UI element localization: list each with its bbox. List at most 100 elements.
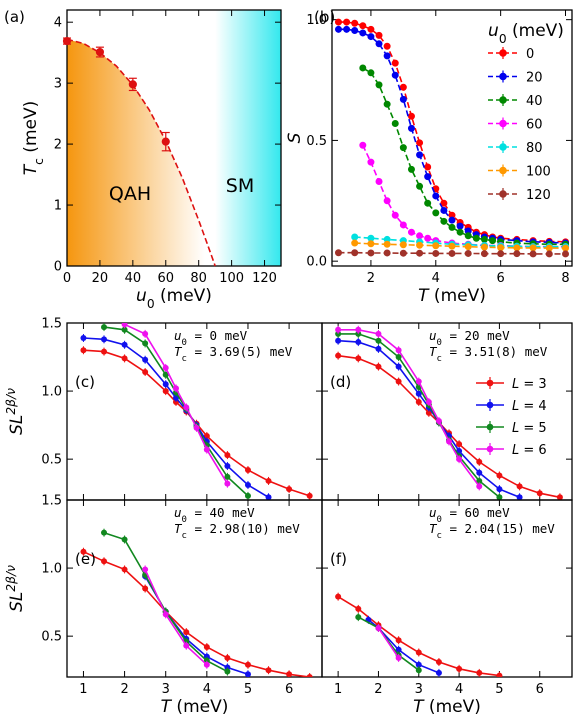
sm-label: SM (226, 175, 254, 197)
panel-b-ytick-label: 0.0 (306, 255, 327, 270)
data-point-u0-60 (399, 221, 407, 229)
data-point-L=5 (395, 354, 402, 361)
label-part: SL (7, 415, 27, 435)
label-part: c (437, 531, 442, 541)
data-point-u0-0 (383, 42, 391, 50)
data-point-L=3 (496, 472, 503, 479)
legend-marker-d (486, 445, 494, 453)
data-point-u0-40 (367, 69, 375, 77)
data-point-L=6 (446, 438, 453, 445)
legend-label-d: L = 3 (512, 377, 547, 392)
series-line-u0-40 (362, 67, 566, 246)
label-part: u (174, 505, 182, 520)
label-part: = 5 (519, 421, 546, 436)
panel-e-ytick-label: 1.5 (41, 494, 62, 509)
data-point-u0-100 (383, 240, 391, 248)
data-point-u0-20 (367, 33, 375, 41)
label-part: c (182, 531, 187, 541)
label-part: L (512, 399, 519, 414)
legend-label-b: 20 (526, 71, 543, 86)
label-part: T (21, 163, 41, 175)
legend-marker-b (499, 190, 507, 198)
label-part: 2β/ν (4, 388, 18, 415)
panel-label-a: (a) (4, 8, 25, 26)
data-point-L=4 (172, 394, 179, 401)
panel-b-ytick-label: 1.0 (306, 13, 327, 28)
data-point-u0-40 (383, 100, 391, 108)
y-axis-label-b: S (285, 132, 305, 143)
qah-boundary-mask (67, 10, 216, 266)
data-point-L=3 (536, 490, 543, 497)
data-point-u0-60 (407, 228, 415, 236)
data-point-L=3 (203, 433, 210, 440)
data-point-L=6 (456, 456, 463, 463)
fit-curve (66, 38, 216, 267)
panel-a-xtick-label: 20 (92, 271, 109, 286)
data-point-L=4 (162, 381, 169, 388)
tc-point (128, 80, 137, 89)
data-point-L=3 (355, 605, 362, 612)
panel-a-xtick-label: 60 (157, 271, 174, 286)
label-part: (meV) (171, 697, 228, 717)
legend-marker-d (486, 423, 494, 431)
data-point-L=5 (355, 614, 362, 621)
data-point-L=3 (306, 492, 313, 499)
data-point-u0-0 (391, 59, 399, 67)
data-point-u0-60 (416, 232, 424, 240)
label-part: 0 (499, 32, 507, 46)
tc-point (95, 47, 105, 57)
plot-area-e (80, 528, 313, 677)
label-part: u (429, 328, 437, 343)
data-point-L=3 (121, 566, 128, 573)
series-line-L=3 (337, 354, 561, 499)
data-point-u0-0 (343, 18, 351, 26)
data-point-L=3 (224, 654, 231, 661)
legend-marker-b (499, 96, 507, 104)
data-point-L=3 (496, 672, 503, 677)
qah-label: QAH (109, 183, 151, 205)
plot-area-d (335, 325, 563, 500)
data-point-L=3 (395, 378, 402, 385)
panel-a-ytick-label: 0 (54, 260, 62, 275)
data-point-L=6 (425, 398, 432, 405)
data-point-L=3 (306, 674, 313, 677)
panel-c-ytick-label: 0.5 (41, 453, 62, 468)
x-axis-label-f: T (meV) (413, 697, 481, 717)
label-part: c (437, 354, 442, 364)
label-part: u (136, 286, 147, 306)
sm-region (215, 10, 281, 266)
annotation-u0-e: u0 = 40 meV (174, 505, 255, 525)
data-point-L=6 (142, 330, 149, 337)
data-point-L=3 (476, 669, 483, 676)
data-point-L=5 (375, 337, 382, 344)
label-part: T (418, 286, 430, 306)
label-part: = 60 meV (442, 505, 510, 520)
data-point-L=3 (355, 355, 362, 362)
data-point-u0-60 (424, 234, 432, 242)
legend-label-d: L = 6 (512, 443, 547, 458)
data-point-L=3 (476, 458, 483, 465)
data-point-u0-40 (375, 81, 383, 89)
data-point-L=3 (425, 409, 432, 416)
data-point-u0-20 (343, 25, 351, 33)
panel-e-ytick-label: 0.5 (41, 630, 62, 645)
data-point-L=4 (244, 671, 251, 677)
data-point-L=4 (415, 661, 422, 668)
panel-c-ytick-label: 1.5 (41, 317, 62, 332)
x-axis-label-a: u0 (meV) (136, 286, 212, 311)
data-point-u0-0 (416, 139, 424, 147)
data-point-L=3 (183, 629, 190, 636)
data-point-L=6 (355, 326, 362, 333)
data-point-u0-120 (497, 250, 505, 258)
data-point-u0-20 (334, 25, 342, 33)
data-point-L=4 (395, 646, 402, 653)
data-point-u0-40 (448, 223, 456, 231)
data-point-u0-40 (464, 232, 472, 240)
legend-label-d: L = 4 (512, 399, 547, 414)
data-point-L=3 (415, 398, 422, 405)
panel-f-xtick-label: 4 (455, 682, 463, 697)
data-point-u0-120 (464, 249, 472, 257)
data-point-u0-100 (529, 244, 537, 252)
data-point-u0-40 (489, 237, 497, 245)
data-point-u0-20 (448, 216, 456, 224)
